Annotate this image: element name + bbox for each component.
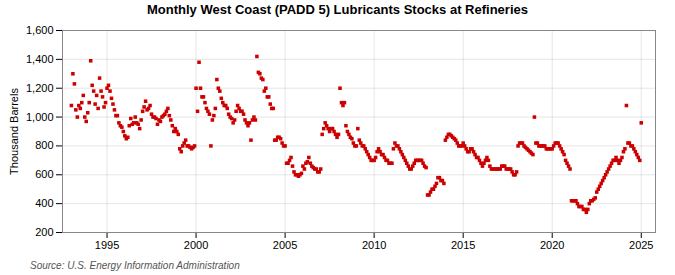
svg-text:400: 400 [35,197,53,209]
svg-text:200: 200 [35,226,53,238]
svg-text:1,400: 1,400 [26,53,54,65]
svg-text:Thousand Barrels: Thousand Barrels [8,88,20,175]
svg-text:1995: 1995 [95,239,119,251]
svg-text:2010: 2010 [362,239,386,251]
svg-text:1,200: 1,200 [26,82,54,94]
html-text:Monthly West Coast (PADD 5) Lu: Monthly West Coast (PADD 5) Lubricants S… [147,2,528,17]
svg-text:2005: 2005 [273,239,297,251]
svg-text:2015: 2015 [451,239,475,251]
svg-text:1,000: 1,000 [26,111,54,123]
html-text:Source: U.S. Energy Informatio: Source: U.S. Energy Information Administ… [30,260,240,271]
svg-text:2020: 2020 [540,239,564,251]
svg-text:2025: 2025 [629,239,653,251]
svg-text:1,600: 1,600 [26,24,54,36]
svg-text:600: 600 [35,168,53,180]
svg-text:800: 800 [35,139,53,151]
svg-text:2000: 2000 [184,239,208,251]
